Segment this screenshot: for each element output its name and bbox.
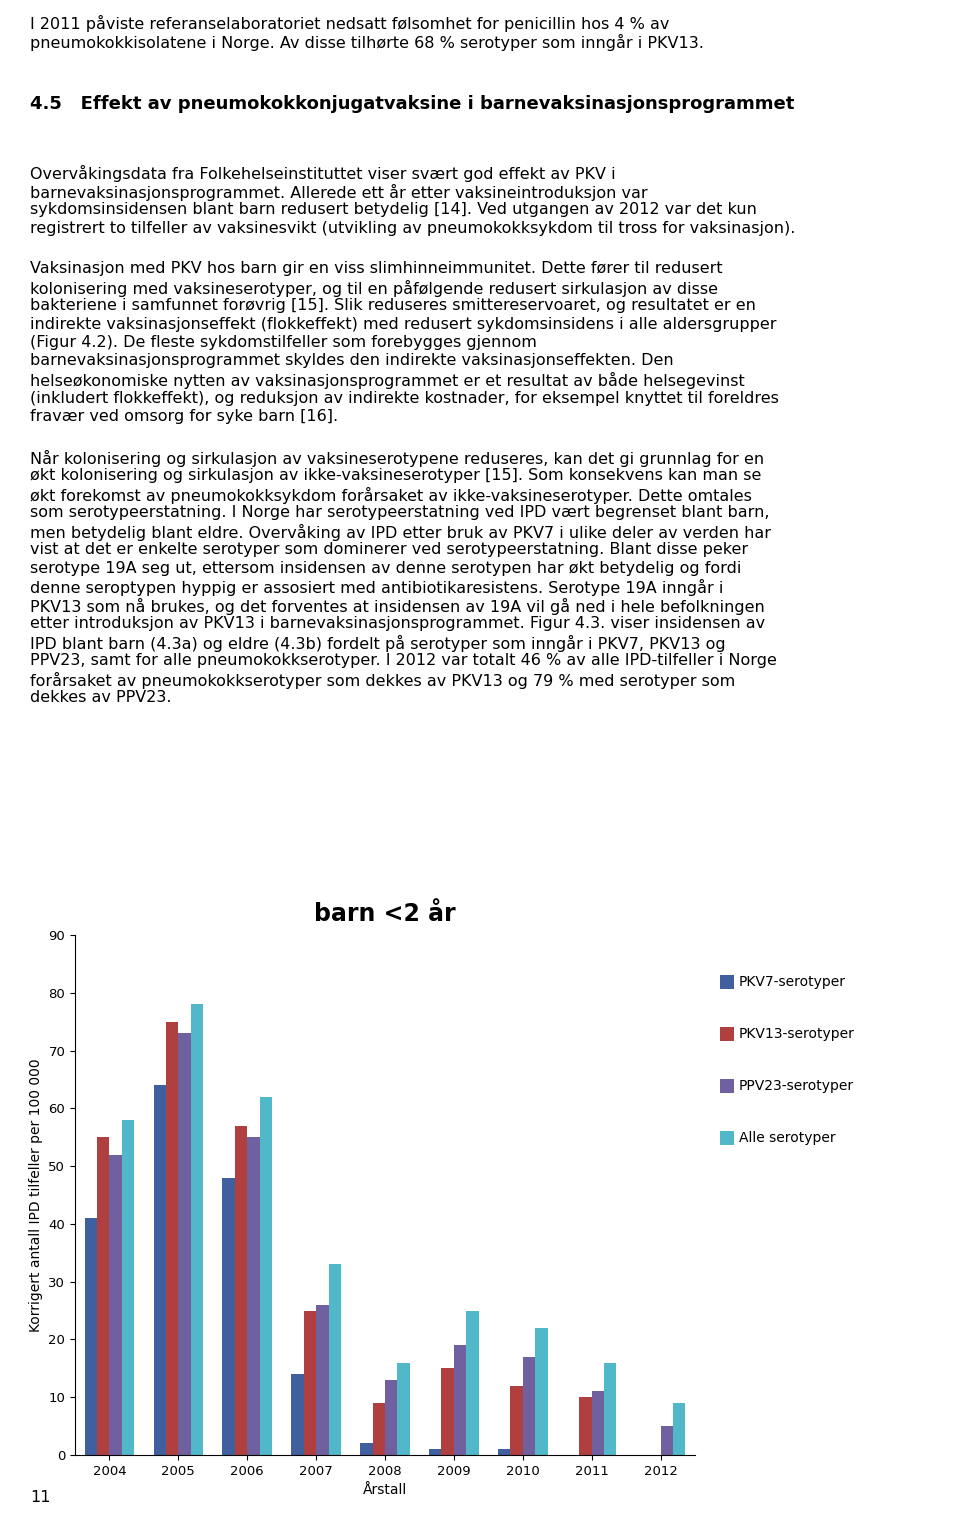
Text: PPV23, samt for alle pneumokokkserotyper. I 2012 var totalt 46 % av alle IPD-til: PPV23, samt for alle pneumokokkserotyper… xyxy=(30,652,777,667)
Text: registrert to tilfeller av vaksinesvikt (utvikling av pneumokokksykdom til tross: registrert to tilfeller av vaksinesvikt … xyxy=(30,220,796,235)
Bar xyxy=(523,1356,535,1455)
Bar xyxy=(579,1397,591,1455)
Text: indirekte vaksinasjonseffekt (flokkeffekt) med redusert sykdomsinsidens i alle a: indirekte vaksinasjonseffekt (flokkeffek… xyxy=(30,317,777,332)
Bar xyxy=(385,1380,397,1455)
Bar xyxy=(223,1177,235,1455)
Text: Overvåkingsdata fra Folkehelseinstituttet viser svært god effekt av PKV i: Overvåkingsdata fra Folkehelseinstitutte… xyxy=(30,165,615,182)
Text: PPV23-serotyper: PPV23-serotyper xyxy=(739,1079,854,1094)
Text: PKV13 som nå brukes, og det forventes at insidensen av 19A vil gå ned i hele bef: PKV13 som nå brukes, og det forventes at… xyxy=(30,598,765,614)
Text: denne seroptypen hyppig er assosiert med antibiotikaresistens. Serotype 19A inng: denne seroptypen hyppig er assosiert med… xyxy=(30,579,724,596)
Bar xyxy=(591,1391,604,1455)
Text: barnevaksinasjonsprogrammet. Allerede ett år etter vaksineintroduksjon var: barnevaksinasjonsprogrammet. Allerede et… xyxy=(30,184,648,200)
Text: serotype 19A seg ut, ettersom insidensen av denne serotypen har økt betydelig og: serotype 19A seg ut, ettersom insidensen… xyxy=(30,560,741,575)
Bar xyxy=(316,1305,328,1455)
Bar xyxy=(248,1138,259,1455)
Text: Når kolonisering og sirkulasjon av vaksineserotypene reduseres, kan det gi grunn: Når kolonisering og sirkulasjon av vaksi… xyxy=(30,449,764,467)
Text: dekkes av PPV23.: dekkes av PPV23. xyxy=(30,690,172,705)
Text: I 2011 påviste referanselaboratoriet nedsatt følsomhet for penicillin hos 4 % av: I 2011 påviste referanselaboratoriet ned… xyxy=(30,15,669,32)
Text: vist at det er enkelte serotyper som dominerer ved serotypeerstatning. Blant dis: vist at det er enkelte serotyper som dom… xyxy=(30,542,748,557)
Bar xyxy=(109,1154,122,1455)
Bar xyxy=(454,1346,467,1455)
Text: økt kolonisering og sirkulasjon av ikke-vaksineserotyper [15]. Som konsekvens ka: økt kolonisering og sirkulasjon av ikke-… xyxy=(30,469,761,482)
Bar xyxy=(259,1097,272,1455)
Bar xyxy=(535,1327,547,1455)
Text: 4.5   Effekt av pneumokokkonjugatvaksine i barnevaksinasjonsprogrammet: 4.5 Effekt av pneumokokkonjugatvaksine i… xyxy=(30,96,794,112)
Bar xyxy=(166,1021,179,1455)
Bar xyxy=(467,1311,479,1455)
Text: fravær ved omsorg for syke barn [16].: fravær ved omsorg for syke barn [16]. xyxy=(30,410,338,423)
Bar xyxy=(673,1403,685,1455)
Bar xyxy=(179,1033,191,1455)
Bar xyxy=(442,1368,454,1455)
Text: IPD blant barn (4.3a) og eldre (4.3b) fordelt på serotyper som inngår i PKV7, PK: IPD blant barn (4.3a) og eldre (4.3b) fo… xyxy=(30,634,726,651)
Bar xyxy=(122,1120,134,1455)
Text: sykdomsinsidensen blant barn redusert betydelig [14]. Ved utgangen av 2012 var d: sykdomsinsidensen blant barn redusert be… xyxy=(30,202,756,217)
Text: (Figur 4.2). De fleste sykdomstilfeller som forebygges gjennom: (Figur 4.2). De fleste sykdomstilfeller … xyxy=(30,335,537,350)
Y-axis label: Korrigert antall IPD tilfeller per 100 000: Korrigert antall IPD tilfeller per 100 0… xyxy=(29,1059,43,1332)
Bar xyxy=(429,1449,442,1455)
X-axis label: Årstall: Årstall xyxy=(363,1484,407,1497)
Bar xyxy=(660,1426,673,1455)
Bar xyxy=(498,1449,511,1455)
Bar xyxy=(303,1311,316,1455)
Title: barn <2 år: barn <2 år xyxy=(314,903,456,925)
Text: kolonisering med vaksineserotyper, og til en påfølgende redusert sirkulasjon av : kolonisering med vaksineserotyper, og ti… xyxy=(30,279,718,296)
Text: som serotypeerstatning. I Norge har serotypeerstatning ved IPD vært begrenset bl: som serotypeerstatning. I Norge har sero… xyxy=(30,505,770,520)
Bar xyxy=(235,1126,248,1455)
Text: økt forekomst av pneumokokksykdom forårsaket av ikke-vaksineserotyper. Dette omt: økt forekomst av pneumokokksykdom forårs… xyxy=(30,487,752,504)
Text: PKV13-serotyper: PKV13-serotyper xyxy=(739,1027,854,1041)
Bar xyxy=(511,1385,523,1455)
Bar xyxy=(154,1085,166,1455)
Text: barnevaksinasjonsprogrammet skyldes den indirekte vaksinasjonseffekten. Den: barnevaksinasjonsprogrammet skyldes den … xyxy=(30,353,674,369)
Text: pneumokokkisolatene i Norge. Av disse tilhørte 68 % serotyper som inngår i PKV13: pneumokokkisolatene i Norge. Av disse ti… xyxy=(30,33,704,50)
Text: bakteriene i samfunnet forøvrig [15]. Slik reduseres smittereservoaret, og resul: bakteriene i samfunnet forøvrig [15]. Sl… xyxy=(30,297,756,313)
Text: (inkludert flokkeffekt), og reduksjon av indirekte kostnader, for eksempel knytt: (inkludert flokkeffekt), og reduksjon av… xyxy=(30,390,779,405)
Text: PKV7-serotyper: PKV7-serotyper xyxy=(739,975,846,989)
Text: Alle serotyper: Alle serotyper xyxy=(739,1132,835,1145)
Bar xyxy=(604,1362,616,1455)
Text: Vaksinasjon med PKV hos barn gir en viss slimhinneimmunitet. Dette fører til red: Vaksinasjon med PKV hos barn gir en viss… xyxy=(30,261,723,276)
Bar xyxy=(372,1403,385,1455)
Bar xyxy=(191,1004,204,1455)
Text: helseøkonomiske nytten av vaksinasjonsprogrammet er et resultat av både helsegev: helseøkonomiske nytten av vaksinasjonspr… xyxy=(30,372,745,388)
Bar xyxy=(291,1374,303,1455)
Text: men betydelig blant eldre. Overvåking av IPD etter bruk av PKV7 i ulike deler av: men betydelig blant eldre. Overvåking av… xyxy=(30,523,771,540)
Bar xyxy=(360,1444,372,1455)
Bar xyxy=(397,1362,410,1455)
Text: 11: 11 xyxy=(30,1490,51,1505)
Bar xyxy=(84,1218,97,1455)
Bar xyxy=(328,1264,341,1455)
Text: etter introduksjon av PKV13 i barnevaksinasjonsprogrammet. Figur 4.3. viser insi: etter introduksjon av PKV13 i barnevaksi… xyxy=(30,616,765,631)
Text: forårsaket av pneumokokkserotyper som dekkes av PKV13 og 79 % med serotyper som: forårsaket av pneumokokkserotyper som de… xyxy=(30,672,735,689)
Bar xyxy=(97,1138,109,1455)
